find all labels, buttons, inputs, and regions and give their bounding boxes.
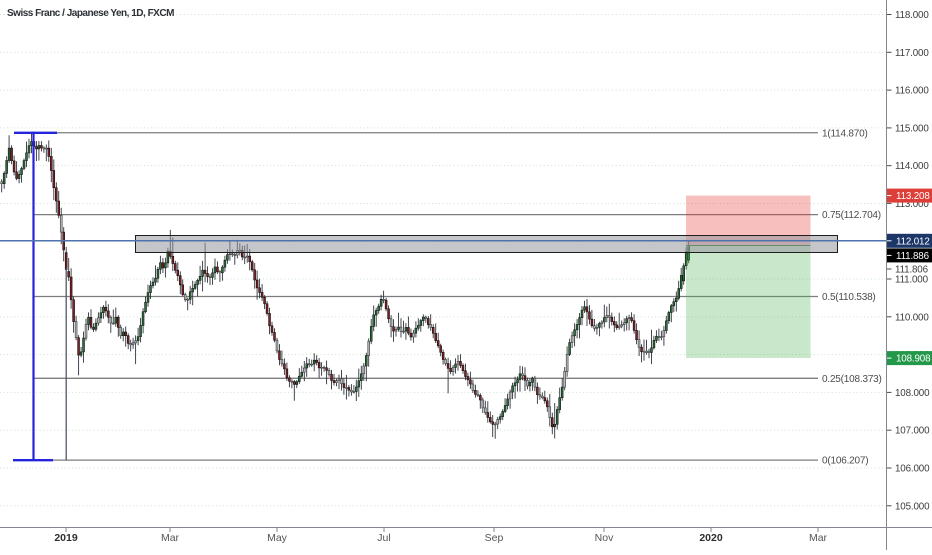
svg-text:111.000: 111.000	[895, 275, 929, 286]
svg-text:107.000: 107.000	[895, 426, 930, 437]
svg-text:Jul: Jul	[377, 532, 390, 544]
svg-text:0.5(110.538): 0.5(110.538)	[822, 292, 876, 303]
svg-text:2019: 2019	[54, 532, 78, 544]
svg-text:115.000: 115.000	[895, 123, 929, 134]
svg-text:Mar: Mar	[809, 532, 828, 544]
svg-text:2020: 2020	[699, 532, 723, 544]
svg-text:May: May	[267, 532, 288, 544]
svg-text:Sep: Sep	[485, 532, 504, 544]
svg-text:111.806: 111.806	[895, 265, 929, 276]
svg-text:Mar: Mar	[161, 532, 180, 544]
svg-text:113.000: 113.000	[895, 199, 929, 210]
svg-text:0.75(112.704): 0.75(112.704)	[822, 210, 881, 221]
svg-text:116.000: 116.000	[895, 86, 929, 97]
svg-text:110.000: 110.000	[895, 312, 929, 323]
svg-text:0.25(108.373): 0.25(108.373)	[822, 374, 882, 385]
svg-text:118.000: 118.000	[895, 10, 929, 21]
svg-text:0(106.207): 0(106.207)	[822, 456, 868, 467]
svg-text:Nov: Nov	[595, 532, 614, 544]
svg-text:105.000: 105.000	[895, 501, 930, 512]
svg-text:114.000: 114.000	[895, 161, 929, 172]
svg-text:106.000: 106.000	[895, 464, 930, 475]
svg-text:1(114.870): 1(114.870)	[822, 128, 868, 139]
svg-text:117.000: 117.000	[895, 48, 929, 59]
svg-text:113.208: 113.208	[896, 191, 930, 202]
svg-text:108.000: 108.000	[895, 388, 930, 399]
svg-text:111.886: 111.886	[896, 251, 930, 262]
svg-text:108.908: 108.908	[896, 354, 931, 365]
svg-text:112.012: 112.012	[896, 236, 930, 247]
svg-text:Swiss Franc / Japanese Yen, 1D: Swiss Franc / Japanese Yen, 1D, FXCM	[7, 8, 174, 19]
